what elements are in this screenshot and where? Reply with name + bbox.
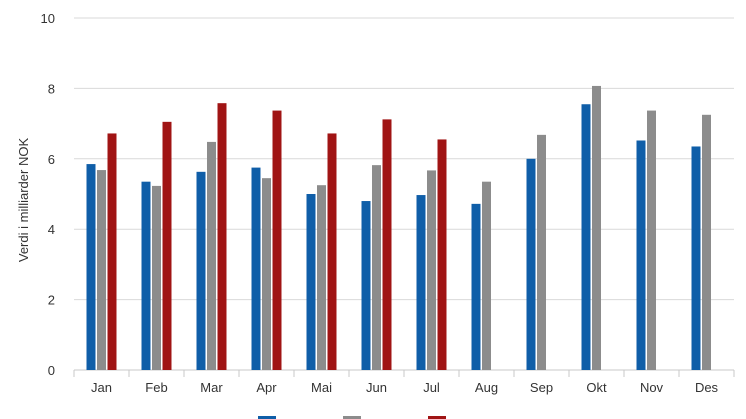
bar	[581, 104, 591, 371]
legend-swatch	[428, 416, 446, 419]
bar	[262, 178, 271, 370]
x-tick-label: Sep	[530, 380, 553, 395]
bar	[482, 181, 491, 370]
y-tick-label: 8	[48, 81, 55, 96]
x-axis-ticks: Jan Feb Mar Apr Mai Jun Jul Aug Sep Okt Nov Des	[91, 380, 719, 395]
x-tick-label: Nov	[640, 380, 664, 395]
bar	[537, 134, 546, 370]
y-tick-label: 6	[48, 152, 55, 167]
bars	[86, 85, 711, 371]
x-tick-label: Aug	[475, 380, 498, 395]
bar	[427, 170, 436, 370]
y-axis-ticks: 0 2 4 6 8 10	[41, 11, 55, 378]
x-tick-label: Des	[695, 380, 719, 395]
bar	[196, 171, 206, 370]
legend-swatch	[258, 416, 276, 419]
bar	[361, 201, 371, 370]
bar	[107, 133, 117, 370]
bar	[702, 114, 711, 370]
gridlines	[74, 17, 734, 301]
x-tick-label: Mai	[311, 380, 332, 395]
bar	[382, 119, 392, 370]
bar	[372, 165, 381, 370]
bar	[471, 203, 481, 370]
x-tick-label: Apr	[256, 380, 277, 395]
bar	[97, 170, 106, 370]
y-tick-label: 10	[41, 11, 55, 26]
bar	[647, 110, 656, 371]
bar	[691, 146, 701, 370]
x-tick-label: Mar	[200, 380, 223, 395]
x-tick-label: Feb	[145, 380, 167, 395]
legend	[258, 416, 446, 419]
y-tick-label: 2	[48, 293, 55, 308]
bar	[152, 185, 161, 370]
bar	[141, 181, 151, 370]
bar	[592, 85, 601, 370]
bar	[636, 140, 646, 370]
bar	[162, 121, 172, 370]
bar	[86, 164, 96, 370]
x-tick-label: Okt	[586, 380, 607, 395]
x-tick-label: Jun	[366, 380, 387, 395]
legend-swatch	[343, 416, 361, 419]
bar	[251, 167, 261, 370]
bar	[317, 185, 326, 370]
y-tick-label: 0	[48, 363, 55, 378]
bar	[207, 141, 216, 370]
y-tick-label: 4	[48, 222, 55, 237]
bar	[272, 110, 282, 371]
bar	[526, 158, 536, 370]
bar	[306, 194, 316, 370]
y-axis-label: Verdi i milliarder NOK	[16, 138, 31, 263]
bar	[327, 133, 337, 370]
x-tick-label: Jan	[91, 380, 112, 395]
x-tick-label: Jul	[423, 380, 440, 395]
x-axis-separators	[73, 370, 735, 377]
bar	[217, 103, 227, 371]
bar	[437, 139, 447, 370]
bar	[416, 195, 426, 370]
